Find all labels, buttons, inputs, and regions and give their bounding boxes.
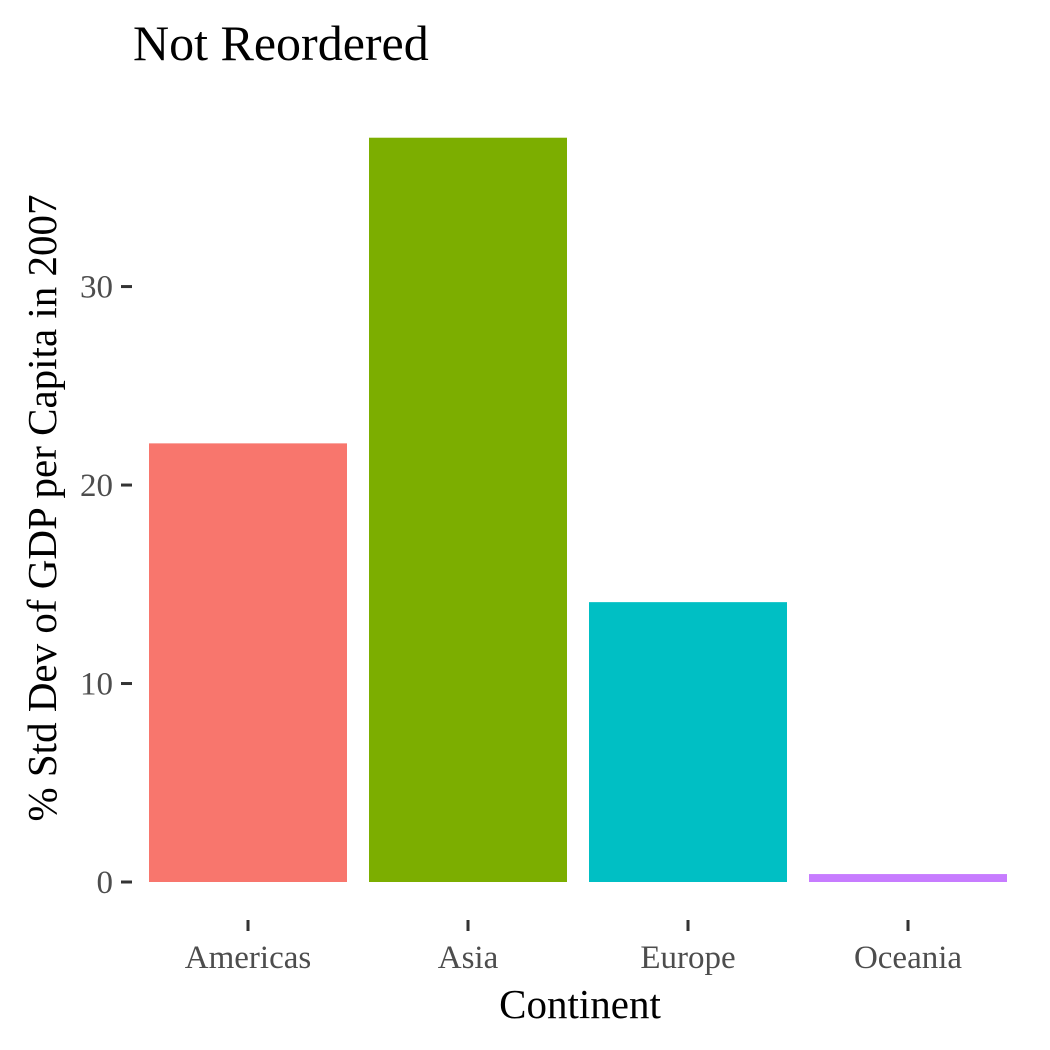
y-tick-label-20: 20 (80, 468, 113, 504)
x-tick-label-oceania: Oceania (854, 940, 962, 976)
x-axis-title: Continent (499, 981, 661, 1027)
bar-americas (149, 443, 347, 882)
y-tick-label-0: 0 (97, 865, 114, 901)
bar-asia (369, 137, 567, 882)
x-tick-label-europe: Europe (640, 940, 735, 976)
y-axis: 0 10 20 30 (80, 270, 132, 901)
bar-oceania (809, 874, 1007, 882)
y-axis-title: % Std Dev of GDP per Capita in 2007 (19, 194, 65, 821)
chart-title: Not Reordered (133, 15, 429, 71)
x-axis: Americas Asia Europe Oceania (185, 920, 962, 976)
y-tick-label-10: 10 (80, 667, 113, 703)
x-tick-label-americas: Americas (185, 940, 311, 976)
x-tick-label-asia: Asia (438, 940, 499, 976)
bar-europe (589, 602, 787, 882)
y-tick-label-30: 30 (80, 270, 113, 306)
bars-group (149, 137, 1007, 882)
